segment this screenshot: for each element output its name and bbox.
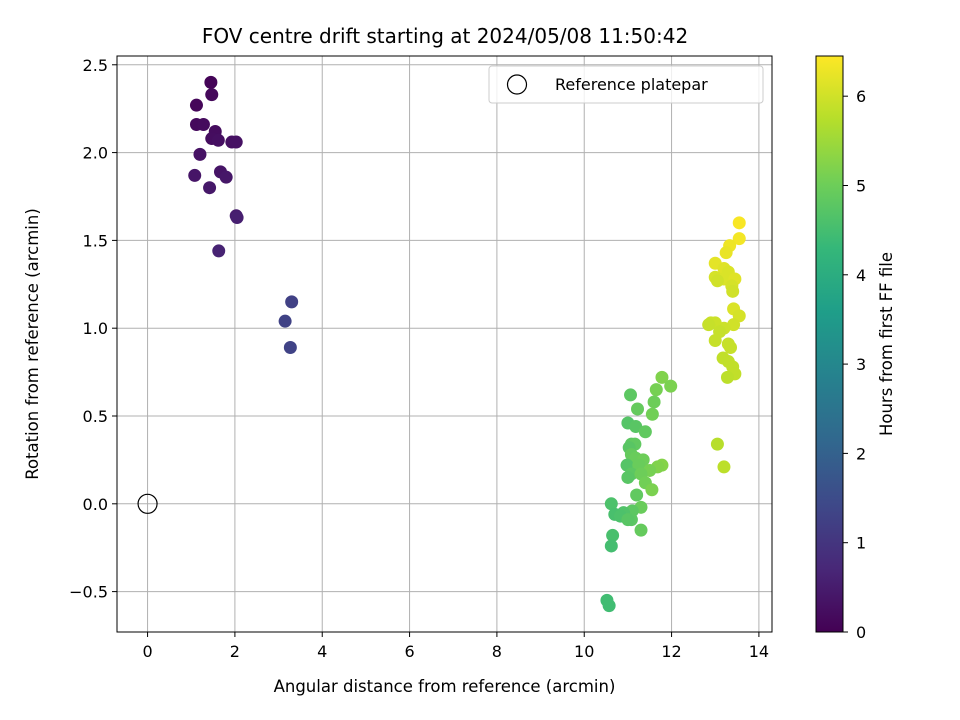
- colorbar-label: Hours from first FF file: [877, 252, 896, 436]
- plot-frame: [116, 55, 773, 633]
- colorbar-tick-label-5: 5: [856, 176, 866, 195]
- colorbar-tick-label-4: 4: [856, 266, 866, 285]
- x-tick-label-0: 0: [142, 642, 152, 661]
- data-point-73: [726, 284, 740, 298]
- colorbar: 0 1 2 3 4 5 6 Hours from first FF file: [815, 55, 896, 642]
- y-tick-label-1: 0.0: [83, 495, 108, 514]
- y-tick-label-0: −0.5: [69, 583, 108, 602]
- x-axis-ticks: 0 2 4 6 8 10 12 14: [142, 632, 769, 661]
- data-point-2: [205, 88, 219, 102]
- data-point-29: [629, 420, 643, 434]
- reference-platepar-marker: [137, 493, 158, 514]
- data-point-47: [630, 488, 644, 502]
- y-tick-label-3: 1.0: [83, 319, 108, 338]
- colorbar-tick-label-6: 6: [856, 87, 866, 106]
- legend-box: [488, 65, 764, 104]
- colorbar-tick-label-1: 1: [856, 534, 866, 553]
- data-point-71: [710, 274, 724, 288]
- data-point-62: [732, 232, 746, 246]
- data-point-10: [193, 147, 207, 161]
- y-axis-label: Rotation from reference (arcmin): [23, 208, 42, 480]
- chart-title: FOV centre drift starting at 2024/05/08 …: [202, 24, 688, 48]
- data-point-1: [189, 98, 203, 112]
- colorbar-ticks: 0 1 2 3 4 5 6: [843, 87, 866, 642]
- legend-marker-reference: [506, 74, 528, 95]
- data-point-82: [708, 333, 722, 347]
- data-point-91: [717, 460, 731, 474]
- data-point-60: [602, 599, 616, 613]
- data-point-21: [655, 370, 669, 384]
- legend: Reference platepar: [488, 65, 764, 104]
- data-point-30: [638, 425, 652, 439]
- data-point-89: [720, 370, 734, 384]
- x-tick-label-7: 14: [749, 642, 769, 661]
- y-tick-label-5: 2.0: [83, 144, 108, 163]
- y-tick-label-4: 1.5: [83, 231, 108, 250]
- data-point-19: [278, 314, 292, 328]
- data-point-27: [645, 407, 659, 421]
- data-point-61: [732, 216, 746, 230]
- x-tick-label-4: 8: [492, 642, 502, 661]
- colorbar-tick-label-3: 3: [856, 355, 866, 374]
- data-point-12: [188, 168, 202, 182]
- data-point-7: [211, 133, 225, 147]
- data-point-57: [606, 528, 620, 542]
- grid-lines: [117, 56, 772, 632]
- colorbar-frame: [815, 55, 844, 633]
- y-tick-label-2: 0.5: [83, 407, 108, 426]
- data-point-22: [664, 379, 678, 393]
- data-point-46: [645, 483, 659, 497]
- data-point-23: [649, 383, 663, 397]
- data-point-9: [229, 135, 243, 149]
- data-point-78: [702, 318, 716, 332]
- data-point-4: [196, 117, 210, 131]
- colorbar-tick-label-0: 0: [856, 623, 866, 642]
- x-tick-label-2: 4: [317, 642, 327, 661]
- data-point-55: [621, 513, 635, 527]
- data-point-14: [203, 181, 217, 195]
- data-points: [188, 75, 746, 613]
- reference-marker-group: [137, 493, 158, 514]
- data-point-17: [212, 244, 226, 258]
- x-tick-label-1: 2: [230, 642, 240, 661]
- data-point-26: [631, 402, 645, 416]
- colorbar-tick-label-2: 2: [856, 444, 866, 463]
- data-point-18: [285, 295, 299, 309]
- data-point-58: [604, 539, 618, 553]
- data-point-24: [624, 388, 638, 402]
- data-point-44: [621, 470, 635, 484]
- x-tick-label-6: 12: [661, 642, 681, 661]
- data-point-64: [719, 246, 733, 260]
- data-point-25: [647, 395, 661, 409]
- data-point-84: [724, 341, 738, 355]
- data-point-0: [204, 75, 218, 89]
- y-axis-ticks: −0.5 0.0 0.5 1.0 1.5 2.0 2.5: [69, 56, 117, 602]
- data-point-90: [710, 437, 724, 451]
- data-point-13: [219, 170, 233, 184]
- x-axis-label: Angular distance from reference (arcmin): [274, 677, 616, 696]
- x-tick-label-3: 6: [404, 642, 414, 661]
- legend-label-reference: Reference platepar: [555, 75, 708, 94]
- data-point-56: [634, 523, 648, 537]
- y-tick-label-6: 2.5: [83, 56, 108, 75]
- x-tick-label-5: 10: [574, 642, 594, 661]
- data-point-16: [230, 211, 244, 225]
- data-point-50: [604, 497, 618, 511]
- data-point-20: [283, 341, 297, 355]
- colorbar-gradient: [816, 56, 843, 632]
